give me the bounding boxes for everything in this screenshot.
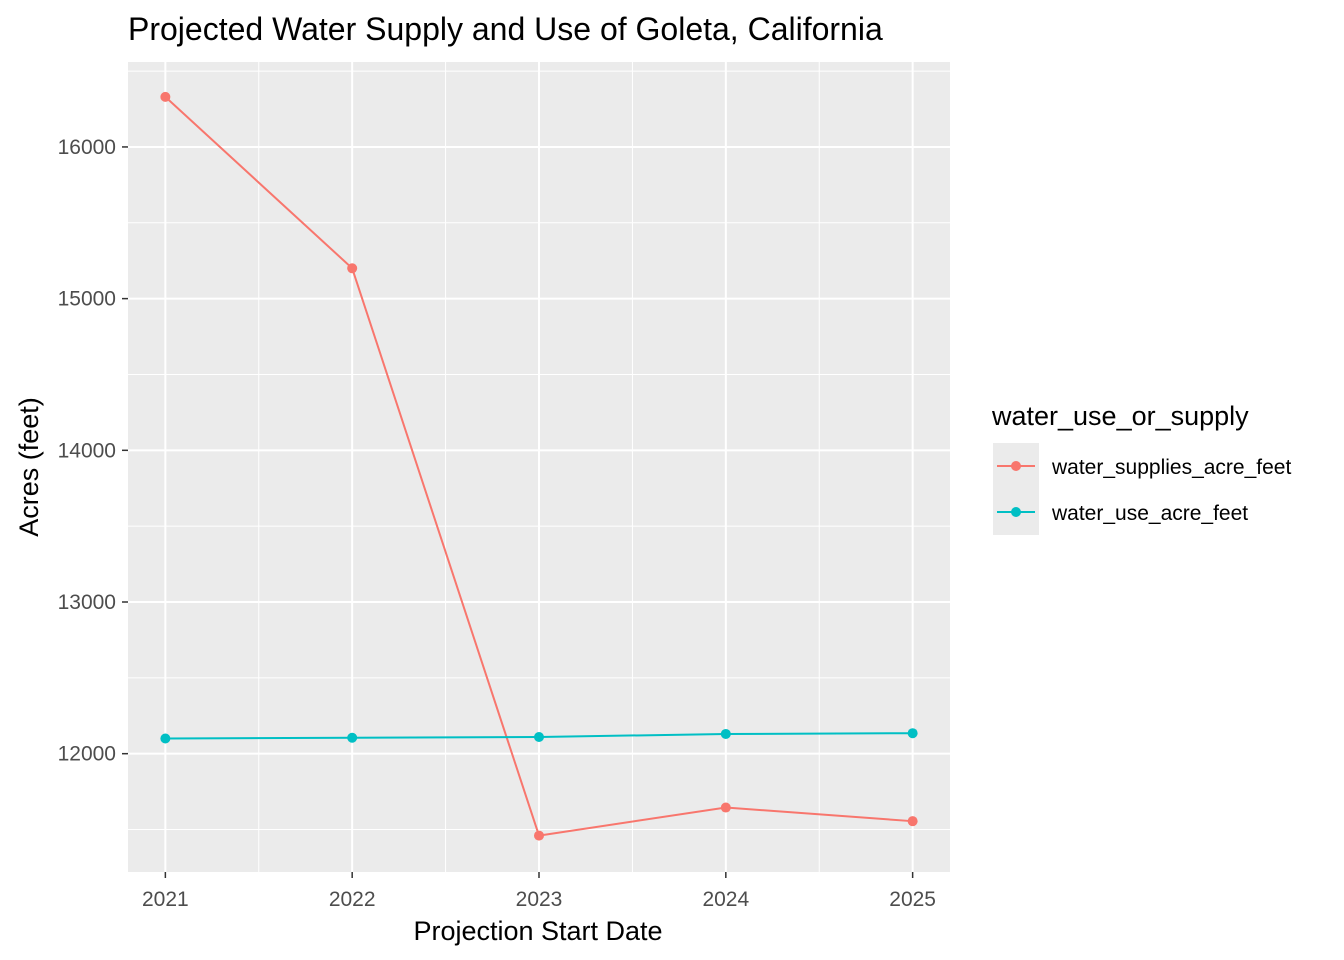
data-point-water_use_acre_feet: [720, 728, 731, 739]
y-tick-label: 15000: [58, 288, 116, 311]
x-axis-ticks: 2021 2022 2023 2024 2025: [142, 872, 936, 911]
data-point-water_use_acre_feet: [534, 732, 544, 742]
data-point-water_supplies_acre_feet: [347, 263, 358, 274]
y-axis-title: Acres (feet): [14, 397, 44, 537]
y-tick-label: 12000: [58, 743, 116, 766]
legend-label: water_supplies_acre_feet: [1051, 456, 1291, 479]
y-axis-ticks: 12000 13000 14000 15000 16000: [58, 136, 128, 766]
legend-key-point: [1011, 507, 1021, 517]
x-tick-label: 2024: [702, 888, 749, 911]
y-tick-label: 16000: [58, 136, 116, 159]
legend-items: water_supplies_acre_feet water_use_acre_f…: [997, 456, 1291, 525]
chart-title: Projected Water Supply and Use of Goleta…: [128, 11, 883, 47]
legend: water_use_or_supply water_supplies_acre_…: [991, 401, 1291, 535]
data-point-water_use_acre_feet: [907, 728, 918, 739]
data-point-water_supplies_acre_feet: [907, 816, 918, 827]
legend-key-point: [1011, 461, 1021, 471]
data-point-water_supplies_acre_feet: [160, 91, 171, 102]
data-point-water_supplies_acre_feet: [720, 802, 731, 813]
x-tick-label: 2023: [516, 888, 563, 911]
x-tick-label: 2025: [889, 888, 936, 911]
x-tick-label: 2021: [142, 888, 189, 911]
x-tick-label: 2022: [329, 888, 376, 911]
legend-label: water_use_acre_feet: [1051, 502, 1248, 525]
series-layer: [160, 91, 918, 841]
y-tick-label: 14000: [58, 439, 116, 462]
y-tick-label: 13000: [58, 591, 116, 614]
legend-key-background: [993, 443, 1039, 535]
x-axis-title: Projection Start Date: [413, 916, 662, 946]
data-point-water_use_acre_feet: [160, 733, 171, 744]
legend-title: water_use_or_supply: [991, 401, 1249, 431]
data-point-water_use_acre_feet: [347, 732, 358, 743]
data-point-water_supplies_acre_feet: [534, 830, 544, 841]
